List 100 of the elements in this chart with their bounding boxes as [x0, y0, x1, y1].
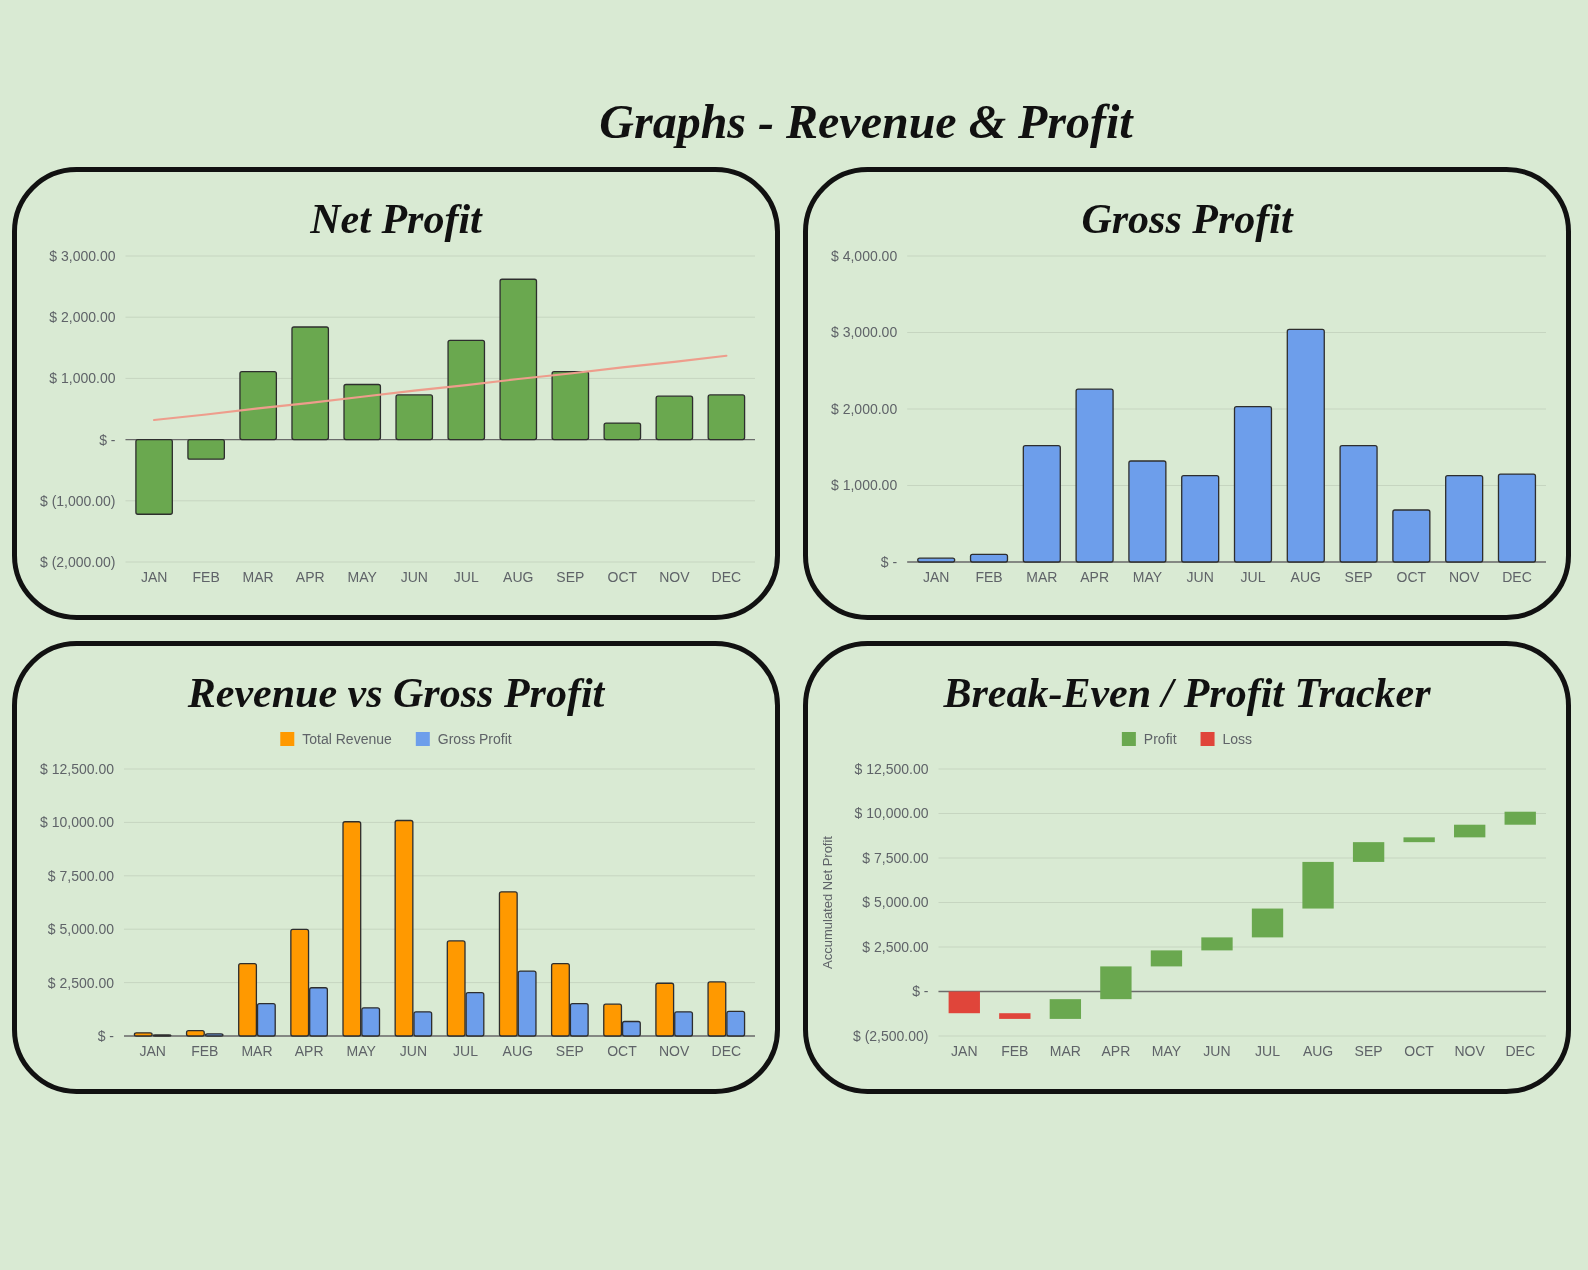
y-tick-label: $ 2,000.00: [831, 400, 898, 417]
y-tick-label: $ -: [880, 553, 898, 570]
bar: [1150, 950, 1183, 967]
y-tick-label: $ (2,500.00): [853, 1027, 929, 1044]
y-tick-label: $ 10,000.00: [854, 805, 929, 822]
x-tick-label: OCT: [607, 568, 638, 585]
bar: [1497, 473, 1537, 563]
x-tick-label: OCT: [607, 1042, 638, 1059]
y-tick-label: $ 3,000.00: [831, 324, 898, 341]
x-tick-label: SEP: [555, 1042, 584, 1059]
bar: [1504, 811, 1536, 825]
x-tick-label: JAN: [140, 568, 168, 585]
chart-title: Net Profit: [309, 196, 484, 242]
x-tick-label: APR: [294, 1042, 324, 1059]
x-tick-label: MAY: [346, 1042, 377, 1059]
x-tick-label: SEP: [556, 568, 585, 585]
x-tick-label: SEP: [1344, 568, 1373, 585]
bar: [999, 1013, 1031, 1019]
bar: [655, 395, 694, 441]
x-tick-label: DEC: [1505, 1042, 1536, 1059]
bar: [1445, 474, 1484, 563]
bar: [187, 438, 225, 460]
x-tick-label: NOV: [1454, 1042, 1486, 1059]
x-tick-label: APR: [1101, 1042, 1131, 1059]
x-tick-label: OCT: [1404, 1042, 1435, 1059]
bar: [948, 991, 980, 1014]
bar: [1181, 474, 1220, 563]
y-tick-label: $ 2,500.00: [47, 974, 115, 991]
bar: [969, 553, 1009, 563]
bar: [1075, 388, 1114, 563]
x-tick-label: MAY: [1151, 1042, 1182, 1059]
x-tick-label: OCT: [1396, 568, 1427, 585]
text: Graphs - Revenue & Profit: [599, 95, 1135, 148]
bar: [1201, 937, 1233, 951]
line-series: [153, 354, 728, 422]
x-tick-label: MAR: [1026, 568, 1058, 585]
bar: [1352, 842, 1385, 862]
x-tick-label: NOV: [659, 568, 691, 585]
bar: [395, 394, 434, 441]
y-tick-label: $ 5,000.00: [862, 894, 929, 911]
x-tick-label: JUL: [453, 1042, 479, 1059]
y-axis-title: Accumulated Net Profit: [820, 835, 836, 969]
bar: [1233, 406, 1273, 563]
x-tick-label: FEB: [191, 1042, 219, 1059]
x-tick-label: DEC: [711, 1042, 742, 1059]
x-tick-label: SEP: [1354, 1042, 1383, 1059]
x-tick-label: MAR: [241, 1042, 273, 1059]
y-tick-label: $ 4,000.00: [831, 247, 898, 264]
y-tick-label: $ -: [97, 1027, 115, 1044]
bar: [1302, 861, 1334, 909]
x-tick-label: MAR: [242, 568, 274, 585]
bar: [1339, 445, 1378, 563]
y-tick-label: $ 2,500.00: [862, 938, 929, 955]
x-tick-label: NOV: [1448, 568, 1480, 585]
y-tick-label: $ 1,000.00: [49, 370, 116, 387]
y-tick-label: $ 5,000.00: [47, 921, 115, 938]
bar: [1128, 460, 1167, 563]
y-tick-label: $ 3,000.00: [49, 247, 116, 264]
y-tick-label: $ -: [912, 983, 929, 1000]
y-tick-label: $ 7,500.00: [862, 849, 929, 866]
x-tick-label: FEB: [975, 568, 1003, 585]
x-tick-label: DEC: [711, 568, 742, 585]
chart-title: Break-Even / Profit Tracker: [942, 670, 1432, 716]
bar: [1403, 837, 1435, 843]
y-tick-label: $ -: [99, 431, 116, 448]
x-tick-label: AUG: [503, 568, 534, 585]
y-tick-label: $ 12,500.00: [40, 760, 115, 777]
bar: [447, 339, 486, 441]
bar: [1100, 966, 1132, 1000]
x-tick-label: JUL: [453, 568, 479, 585]
x-tick-label: AUG: [1290, 568, 1321, 585]
legend-label: Profit: [1143, 731, 1177, 747]
x-tick-label: FEB: [192, 568, 220, 585]
y-tick-label: $ (1,000.00): [40, 492, 116, 509]
bar: [343, 383, 382, 441]
chart-title: Gross Profit: [1081, 196, 1294, 242]
bar: [499, 278, 538, 441]
bar: [551, 371, 590, 441]
bar: [239, 371, 278, 441]
x-tick-label: MAR: [1049, 1042, 1081, 1059]
y-tick-label: $ (2,000.00): [40, 553, 116, 570]
bar: [917, 557, 956, 563]
x-tick-label: JUN: [400, 568, 428, 585]
y-tick-label: $ 2,000.00: [49, 309, 116, 326]
bar: [291, 326, 330, 441]
x-tick-label: FEB: [1001, 1042, 1029, 1059]
x-tick-label: NOV: [658, 1042, 690, 1059]
bar: [1022, 445, 1061, 563]
x-tick-label: JUL: [1255, 1042, 1281, 1059]
x-tick-label: JAN: [139, 1042, 166, 1059]
y-tick-label: $ 12,500.00: [854, 760, 929, 777]
legend-label: Total Revenue: [302, 731, 393, 747]
bar: [1251, 908, 1284, 938]
bar: [1049, 999, 1082, 1019]
x-tick-label: AUG: [502, 1042, 533, 1059]
x-tick-label: JAN: [951, 1042, 978, 1059]
x-tick-label: APR: [1080, 568, 1109, 585]
bar: [1454, 824, 1486, 838]
legend-label: Gross Profit: [437, 731, 512, 747]
x-tick-label: APR: [295, 568, 325, 585]
